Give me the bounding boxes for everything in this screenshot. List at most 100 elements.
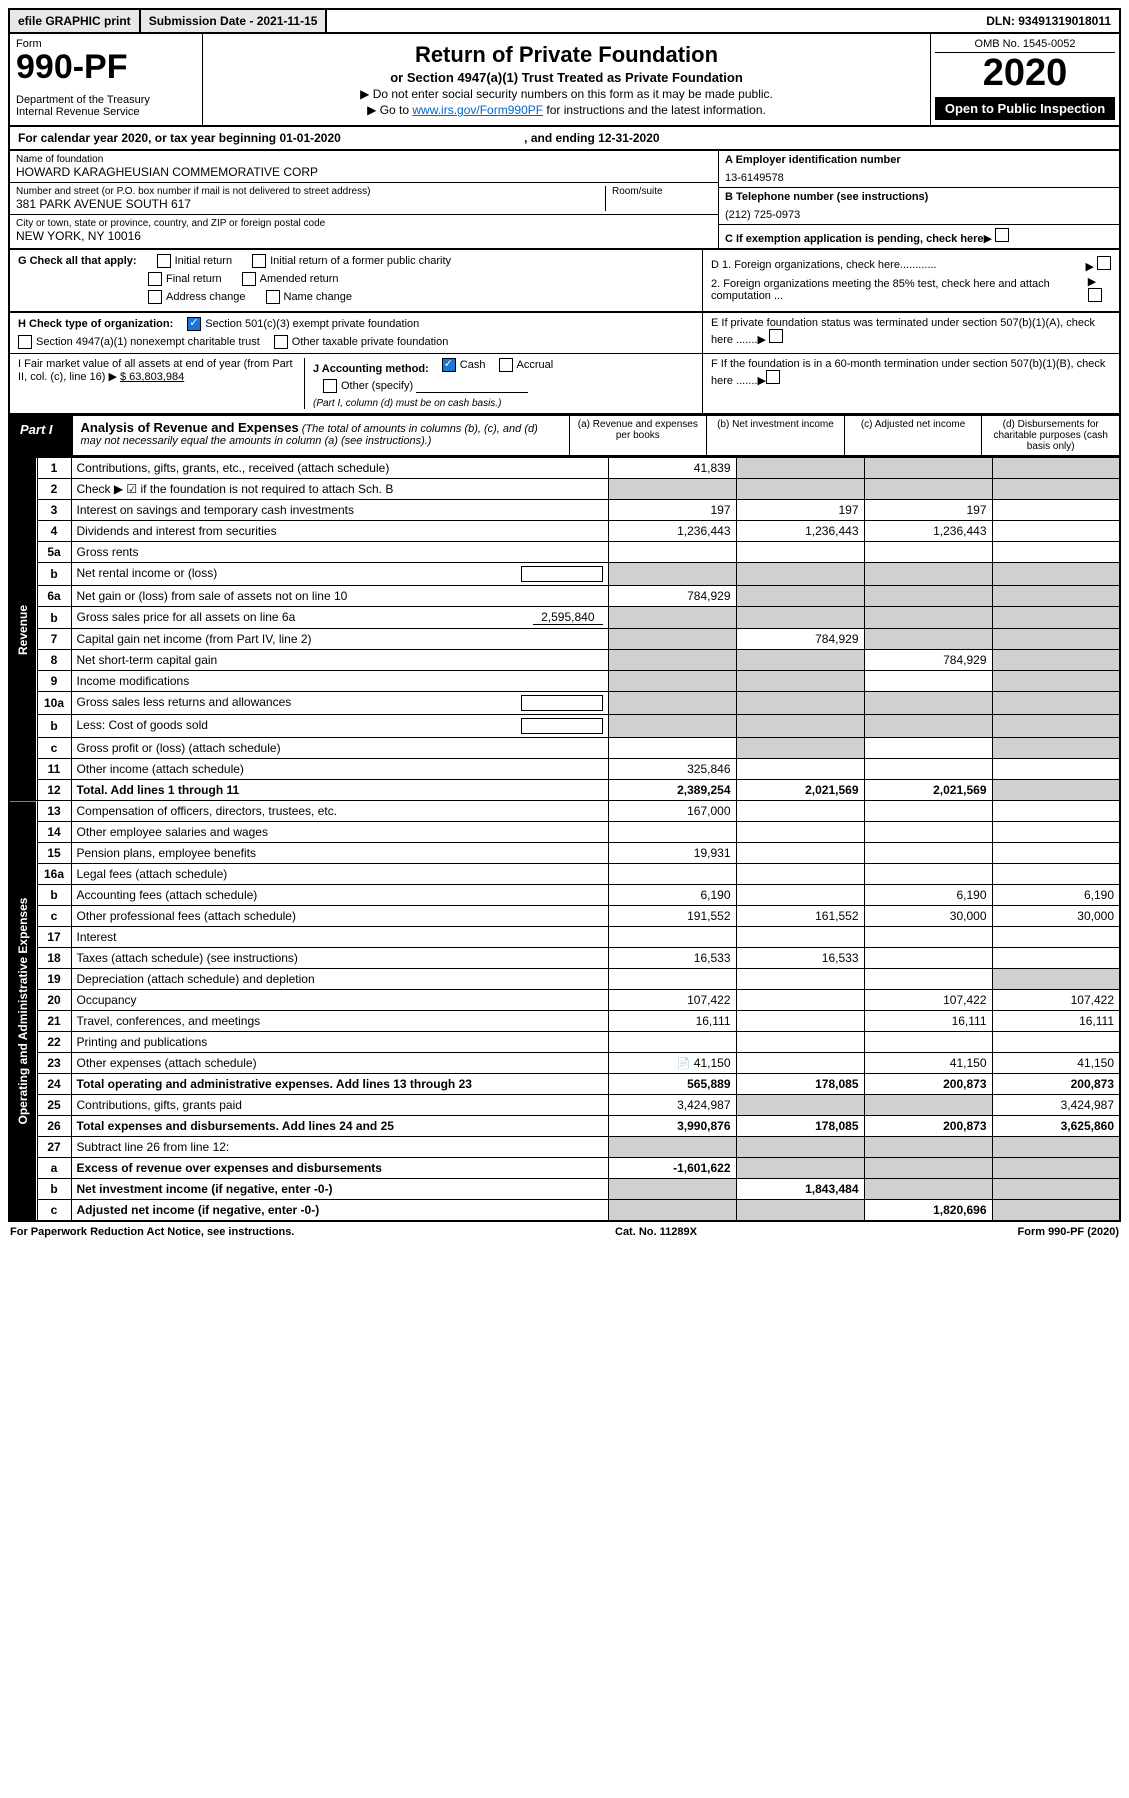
line-desc: Check ▶ ☑ if the foundation is not requi… (71, 479, 608, 500)
irs-link[interactable]: www.irs.gov/Form990PF (412, 103, 543, 117)
footer-right: Form 990-PF (2020) (1018, 1226, 1120, 1238)
line-number: b (37, 885, 71, 906)
cell-b (736, 1137, 864, 1158)
cell-b (736, 650, 864, 671)
d1-checkbox[interactable] (1097, 256, 1111, 270)
line-desc: Other employee salaries and wages (71, 822, 608, 843)
line-number: c (37, 1200, 71, 1222)
cell-a (608, 479, 736, 500)
g-final-checkbox[interactable] (148, 272, 162, 286)
cell-c: 1,820,696 (864, 1200, 992, 1222)
cell-b (736, 479, 864, 500)
phone-cell: B Telephone number (see instructions) (2… (719, 188, 1119, 225)
cell-b (736, 927, 864, 948)
cell-d (992, 1032, 1120, 1053)
d2-checkbox[interactable] (1088, 288, 1102, 302)
cell-c (864, 563, 992, 586)
line-desc: Legal fees (attach schedule) (71, 864, 608, 885)
irs-label: Internal Revenue Service (16, 106, 196, 118)
cell-d: 200,873 (992, 1074, 1120, 1095)
g-address-checkbox[interactable] (148, 290, 162, 304)
footer-center: Cat. No. 11289X (615, 1226, 697, 1238)
cell-d (992, 671, 1120, 692)
cell-b: 178,085 (736, 1074, 864, 1095)
cell-d (992, 586, 1120, 607)
cell-b (736, 738, 864, 759)
line-number: 27 (37, 1137, 71, 1158)
h-4947-checkbox[interactable] (18, 335, 32, 349)
table-row: 15Pension plans, employee benefits19,931 (9, 843, 1120, 864)
cell-d (992, 650, 1120, 671)
line-number: c (37, 738, 71, 759)
g-initial-checkbox[interactable] (157, 254, 171, 268)
line-number: 17 (37, 927, 71, 948)
h-other-checkbox[interactable] (274, 335, 288, 349)
cell-b (736, 1011, 864, 1032)
cell-c (864, 738, 992, 759)
line-number: b (37, 563, 71, 586)
top-bar: efile GRAPHIC print Submission Date - 20… (8, 8, 1121, 34)
j-other-checkbox[interactable] (323, 379, 337, 393)
table-row: bGross sales price for all assets on lin… (9, 607, 1120, 629)
table-row: bLess: Cost of goods sold (9, 715, 1120, 738)
cell-c: 2,021,569 (864, 780, 992, 801)
cell-c (864, 1179, 992, 1200)
open-public-badge: Open to Public Inspection (935, 97, 1115, 120)
cell-a (608, 1137, 736, 1158)
table-row: Operating and Administrative Expenses13C… (9, 801, 1120, 822)
cell-a: 191,552 (608, 906, 736, 927)
cell-b (736, 692, 864, 715)
cell-d: 6,190 (992, 885, 1120, 906)
cell-a: 325,846 (608, 759, 736, 780)
cell-d (992, 458, 1120, 479)
g-amended-checkbox[interactable] (242, 272, 256, 286)
h-501c3-checkbox[interactable] (187, 317, 201, 331)
table-row: 23Other expenses (attach schedule) 41,15… (9, 1053, 1120, 1074)
j-accrual-checkbox[interactable] (499, 358, 513, 372)
cell-b (736, 864, 864, 885)
cell-d: 107,422 (992, 990, 1120, 1011)
table-row: bNet rental income or (loss) (9, 563, 1120, 586)
g-name-change-checkbox[interactable] (266, 290, 280, 304)
line-number: 5a (37, 542, 71, 563)
col-b-header: (b) Net investment income (706, 416, 844, 455)
part1-label: Part I (10, 416, 73, 455)
line-desc: Excess of revenue over expenses and disb… (71, 1158, 608, 1179)
dln-number: DLN: 93491319018011 (978, 10, 1119, 32)
g-initial-former-checkbox[interactable] (252, 254, 266, 268)
line-number: c (37, 906, 71, 927)
cell-a (608, 738, 736, 759)
line-desc: Travel, conferences, and meetings (71, 1011, 608, 1032)
cell-d (992, 927, 1120, 948)
f-checkbox[interactable] (766, 370, 780, 384)
form-header: Form 990-PF Department of the Treasury I… (8, 34, 1121, 127)
table-row: cOther professional fees (attach schedul… (9, 906, 1120, 927)
j-cash-checkbox[interactable] (442, 358, 456, 372)
cell-d (992, 1137, 1120, 1158)
cell-b (736, 843, 864, 864)
cell-d (992, 969, 1120, 990)
attachment-icon[interactable] (677, 1056, 691, 1070)
cell-d (992, 563, 1120, 586)
e-checkbox[interactable] (769, 329, 783, 343)
line-desc: Net gain or (loss) from sale of assets n… (71, 586, 608, 607)
cell-c (864, 759, 992, 780)
line-number: 4 (37, 521, 71, 542)
cell-c (864, 1137, 992, 1158)
cell-b (736, 822, 864, 843)
cell-c (864, 629, 992, 650)
cell-d (992, 542, 1120, 563)
cell-c: 16,111 (864, 1011, 992, 1032)
line-number: 12 (37, 780, 71, 801)
tax-year: 2020 (935, 53, 1115, 95)
cell-b (736, 801, 864, 822)
table-row: 5aGross rents (9, 542, 1120, 563)
cell-d (992, 780, 1120, 801)
address-cell: Number and street (or P.O. box number if… (10, 183, 718, 215)
cell-c (864, 692, 992, 715)
c-checkbox[interactable] (995, 228, 1009, 242)
cell-b (736, 969, 864, 990)
cell-b (736, 885, 864, 906)
cell-d (992, 801, 1120, 822)
efile-button[interactable]: efile GRAPHIC print (10, 10, 141, 32)
